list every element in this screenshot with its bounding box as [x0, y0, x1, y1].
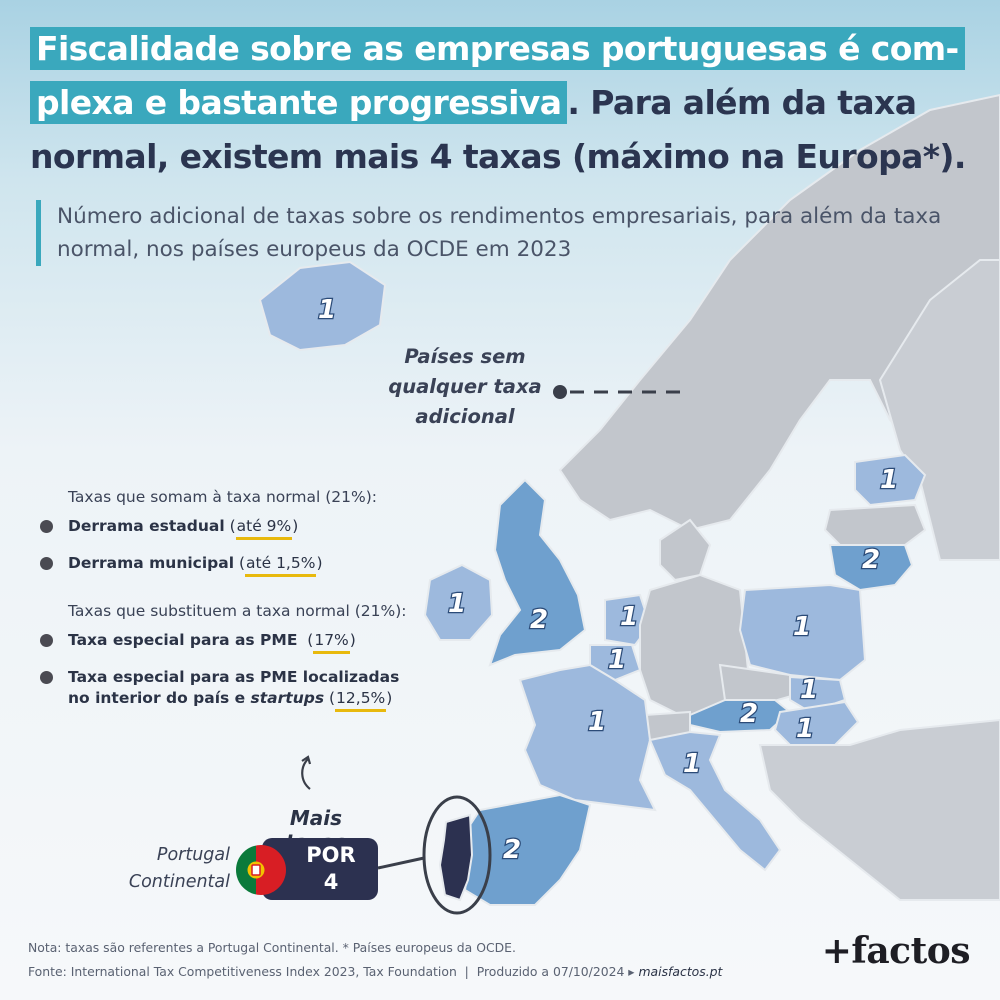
- balkans: [758, 718, 1000, 901]
- portugal-flag-icon: [236, 845, 286, 895]
- latvia: [823, 503, 927, 546]
- footer-source: Fonte: International Tax Competitiveness…: [28, 964, 723, 979]
- bullet-icon: [40, 557, 53, 570]
- value-austria: 2: [740, 699, 758, 729]
- portugal-highlight-ring: [422, 795, 492, 915]
- callout-dot: [553, 385, 567, 399]
- value-poland: 1: [793, 612, 811, 642]
- bullet-icon: [40, 520, 53, 533]
- lithuania: [828, 544, 914, 592]
- value-belgium: 1: [608, 645, 626, 675]
- legend-item: Taxa especial para as PME localizadas no…: [38, 667, 418, 712]
- bullet-icon: [40, 671, 53, 684]
- france: [518, 663, 657, 812]
- portugal-connector: [377, 856, 425, 870]
- tax-legend: Taxas que somam à taxa normal (21%): Der…: [38, 488, 418, 725]
- estonia: [854, 453, 927, 507]
- footer-site-link[interactable]: maisfactos.pt: [638, 964, 723, 979]
- subtitle: Número adicional de taxas sobre os rendi…: [36, 200, 957, 266]
- value-iceland: 1: [318, 295, 336, 325]
- value-spain: 2: [503, 835, 521, 865]
- legend-paren: (: [297, 631, 314, 649]
- value-ireland: 1: [448, 589, 466, 619]
- country-value: 4: [323, 870, 339, 894]
- legend-item-rate: até 1,5%: [245, 554, 317, 577]
- legend-paren: (: [324, 689, 336, 707]
- legend-paren: ): [349, 631, 356, 649]
- legend-item: Derrama municipal (até 1,5%): [38, 553, 418, 577]
- legend-item-name: Derrama estadual: [68, 517, 225, 535]
- value-lithuania: 2: [862, 545, 880, 575]
- value-slovakia: 1: [800, 675, 818, 705]
- legend-item: Taxa especial para as PME (17%): [38, 630, 418, 654]
- value-italy: 1: [683, 749, 701, 779]
- italy: [648, 730, 782, 872]
- portugal-label: Portugal Continental: [128, 845, 230, 892]
- legend-item-rate: 12,5%: [335, 689, 387, 712]
- legend-paren: (: [224, 517, 236, 535]
- curved-arrow-icon: [301, 755, 312, 790]
- legend-item-rate: 17%: [313, 631, 350, 654]
- page-title: Fiscalidade sobre as empresas portuguesa…: [30, 22, 980, 184]
- legend-group-2-title: Taxas que substituem a taxa normal (21%)…: [68, 602, 407, 620]
- legend-paren: ): [316, 554, 323, 572]
- legend-item-name-emphasis: startups: [250, 689, 325, 707]
- legend-item-name: Taxa especial para as PME localizadas no…: [68, 668, 400, 707]
- denmark: [659, 518, 712, 582]
- value-estonia: 1: [880, 465, 898, 495]
- value-netherlands: 1: [620, 602, 638, 632]
- legend-item-name: Taxa especial para as PME: [68, 631, 298, 649]
- legend-item: Derrama estadual (até 9%): [38, 516, 418, 540]
- czechia: [718, 663, 797, 707]
- country-code: POR: [306, 843, 356, 867]
- legend-paren: ): [292, 517, 299, 535]
- title-rest-2: normal, existem mais 4 taxas (máximo na …: [30, 137, 966, 176]
- legend-group-1-title: Taxas que somam à taxa normal (21%):: [68, 488, 377, 506]
- ireland: [423, 563, 494, 641]
- title-highlight-2: plexa e bastante progressiva: [30, 81, 568, 124]
- legend-item-rate: até 9%: [235, 517, 293, 540]
- legend-item-name: Derrama municipal: [68, 554, 235, 572]
- no-tax-callout: Países sem qualquer taxa adicional: [388, 345, 542, 428]
- belgium: [589, 644, 642, 682]
- title-rest-1: . Para além da taxa: [567, 83, 917, 122]
- united-kingdom: [488, 478, 587, 667]
- value-united-kingdom: 2: [530, 605, 548, 635]
- title-highlight-1: Fiscalidade sobre as empresas portuguesa…: [30, 27, 965, 70]
- legend-paren: ): [386, 689, 393, 707]
- footer-note: Nota: taxas são referentes a Portugal Co…: [28, 940, 516, 955]
- portugal: [438, 813, 474, 902]
- footer: Nota: taxas são referentes a Portugal Co…: [28, 936, 788, 984]
- hungary: [773, 700, 860, 746]
- legend-paren: (: [234, 554, 246, 572]
- value-france: 1: [588, 707, 606, 737]
- brand-logo: +factos: [821, 930, 971, 972]
- value-hungary: 1: [796, 714, 814, 744]
- bullet-icon: [40, 634, 53, 647]
- iceland: [258, 260, 387, 352]
